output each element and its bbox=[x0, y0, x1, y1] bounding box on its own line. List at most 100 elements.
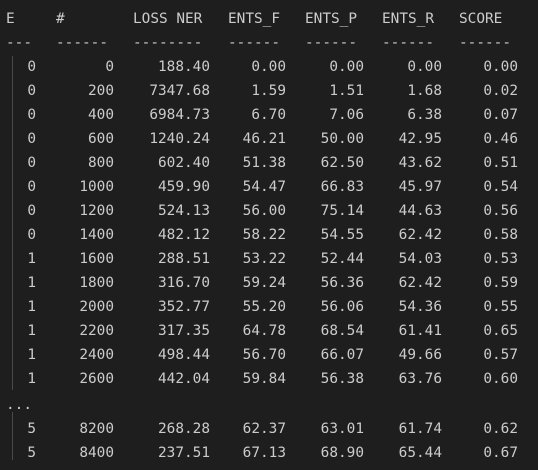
cell-epoch: 1 bbox=[27, 275, 36, 291]
cell-epoch: 0 bbox=[27, 59, 36, 75]
cell-ents-r: 44.63 bbox=[398, 203, 442, 219]
table-row: 1 2000 352.77 55.20 56.06 54.36 0.55 bbox=[0, 295, 538, 319]
cell-epoch: 1 bbox=[27, 251, 36, 267]
table-row: 5 8400 237.51 67.13 68.90 65.44 0.67 bbox=[0, 441, 538, 465]
table-header: E # LOSS NER ENTS_F ENTS_P ENTS_R SCORE bbox=[0, 7, 538, 31]
separator-dashes: ------ bbox=[382, 35, 434, 51]
cell-epoch: 5 bbox=[27, 445, 36, 461]
cell-epoch: 1 bbox=[27, 323, 36, 339]
cell-ents-p: 66.83 bbox=[320, 179, 364, 195]
cell-ents-r: 43.62 bbox=[398, 155, 442, 171]
cell-ents-p: 62.50 bbox=[320, 155, 364, 171]
cell-loss-ner: 524.13 bbox=[158, 203, 210, 219]
cell-ents-r: 54.03 bbox=[398, 251, 442, 267]
cell-score: 0.59 bbox=[483, 275, 518, 291]
cell-loss-ner: 1240.24 bbox=[149, 131, 210, 147]
cell-ents-r: 49.66 bbox=[398, 347, 442, 363]
table-row: 5 8200 268.28 62.37 63.01 61.74 0.62 bbox=[0, 417, 538, 441]
cell-epoch: 0 bbox=[27, 155, 36, 171]
cell-score: 0.53 bbox=[483, 251, 518, 267]
cell-loss-ner: 268.28 bbox=[158, 421, 210, 437]
cell-score: 0.07 bbox=[483, 107, 518, 123]
cell-ents-r: 62.42 bbox=[398, 275, 442, 291]
ellipsis-row: ... bbox=[0, 393, 538, 417]
cell-epoch: 1 bbox=[27, 299, 36, 315]
cell-loss-ner: 317.35 bbox=[158, 323, 210, 339]
cell-ents-p: 68.54 bbox=[320, 323, 364, 339]
cell-loss-ner: 188.40 bbox=[158, 59, 210, 75]
cell-score: 0.54 bbox=[483, 179, 518, 195]
cell-step: 2400 bbox=[79, 347, 114, 363]
cell-ents-f: 55.20 bbox=[242, 299, 286, 315]
cell-epoch: 5 bbox=[27, 421, 36, 437]
table-row: 1 2400 498.44 56.70 66.07 49.66 0.57 bbox=[0, 343, 538, 367]
cell-ents-f: 56.70 bbox=[242, 347, 286, 363]
cell-step: 200 bbox=[88, 83, 114, 99]
cell-score: 0.46 bbox=[483, 131, 518, 147]
cell-loss-ner: 316.70 bbox=[158, 275, 210, 291]
cell-ents-f: 54.47 bbox=[242, 179, 286, 195]
table-row: 0 0 188.40 0.00 0.00 0.00 0.00 bbox=[0, 55, 538, 79]
header-ents-p: ENTS_P bbox=[305, 11, 357, 27]
cell-ents-f: 53.22 bbox=[242, 251, 286, 267]
cell-loss-ner: 6984.73 bbox=[149, 107, 210, 123]
cell-loss-ner: 602.40 bbox=[158, 155, 210, 171]
cell-ents-p: 54.55 bbox=[320, 227, 364, 243]
table-row: 0 1200 524.13 56.00 75.14 44.63 0.56 bbox=[0, 199, 538, 223]
cell-step: 1600 bbox=[79, 251, 114, 267]
cell-ents-r: 61.74 bbox=[398, 421, 442, 437]
cell-step: 0 bbox=[105, 59, 114, 75]
cell-loss-ner: 482.12 bbox=[158, 227, 210, 243]
separator-dashes: ------ bbox=[228, 35, 280, 51]
cell-step: 8400 bbox=[79, 445, 114, 461]
cell-loss-ner: 498.44 bbox=[158, 347, 210, 363]
cell-ents-p: 52.44 bbox=[320, 251, 364, 267]
cell-step: 2000 bbox=[79, 299, 114, 315]
cell-step: 600 bbox=[88, 131, 114, 147]
cell-step: 2600 bbox=[79, 371, 114, 387]
table-row: 1 1600 288.51 53.22 52.44 54.03 0.53 bbox=[0, 247, 538, 271]
cell-score: 0.02 bbox=[483, 83, 518, 99]
cell-epoch: 0 bbox=[27, 179, 36, 195]
cell-ents-f: 51.38 bbox=[242, 155, 286, 171]
cell-ents-f: 64.78 bbox=[242, 323, 286, 339]
cell-ents-p: 68.90 bbox=[320, 445, 364, 461]
cell-step: 8200 bbox=[79, 421, 114, 437]
cell-ents-r: 61.41 bbox=[398, 323, 442, 339]
cell-epoch: 0 bbox=[27, 203, 36, 219]
cell-epoch: 1 bbox=[27, 371, 36, 387]
cell-ents-r: 0.00 bbox=[407, 59, 442, 75]
cell-ents-r: 1.68 bbox=[407, 83, 442, 99]
table-separator: --- ------ -------- ------ ------ ------ -----… bbox=[0, 31, 538, 55]
cell-score: 0.60 bbox=[483, 371, 518, 387]
cell-ents-f: 62.37 bbox=[242, 421, 286, 437]
cell-step: 1000 bbox=[79, 179, 114, 195]
cell-score: 0.56 bbox=[483, 203, 518, 219]
separator-dashes: ------ bbox=[305, 35, 357, 51]
cell-score: 0.55 bbox=[483, 299, 518, 315]
cell-loss-ner: 352.77 bbox=[158, 299, 210, 315]
separator-dashes: -------- bbox=[133, 35, 203, 51]
cell-epoch: 1 bbox=[27, 347, 36, 363]
cell-ents-p: 56.06 bbox=[320, 299, 364, 315]
cell-ents-r: 54.36 bbox=[398, 299, 442, 315]
cell-ents-f: 59.84 bbox=[242, 371, 286, 387]
cell-ents-p: 50.00 bbox=[320, 131, 364, 147]
cell-ents-f: 56.00 bbox=[242, 203, 286, 219]
table-row: 0 1000 459.90 54.47 66.83 45.97 0.54 bbox=[0, 175, 538, 199]
cell-ents-p: 75.14 bbox=[320, 203, 364, 219]
cell-ents-r: 65.44 bbox=[398, 445, 442, 461]
cell-score: 0.51 bbox=[483, 155, 518, 171]
cell-ents-p: 7.06 bbox=[329, 107, 364, 123]
cell-ents-f: 6.70 bbox=[251, 107, 286, 123]
cell-ents-p: 0.00 bbox=[329, 59, 364, 75]
cell-step: 800 bbox=[88, 155, 114, 171]
cell-ents-f: 67.13 bbox=[242, 445, 286, 461]
cell-ents-r: 63.76 bbox=[398, 371, 442, 387]
cell-score: 0.67 bbox=[483, 445, 518, 461]
cell-step: 400 bbox=[88, 107, 114, 123]
table-row: 0 600 1240.24 46.21 50.00 42.95 0.46 bbox=[0, 127, 538, 151]
cell-score: 0.57 bbox=[483, 347, 518, 363]
cell-score: 0.58 bbox=[483, 227, 518, 243]
